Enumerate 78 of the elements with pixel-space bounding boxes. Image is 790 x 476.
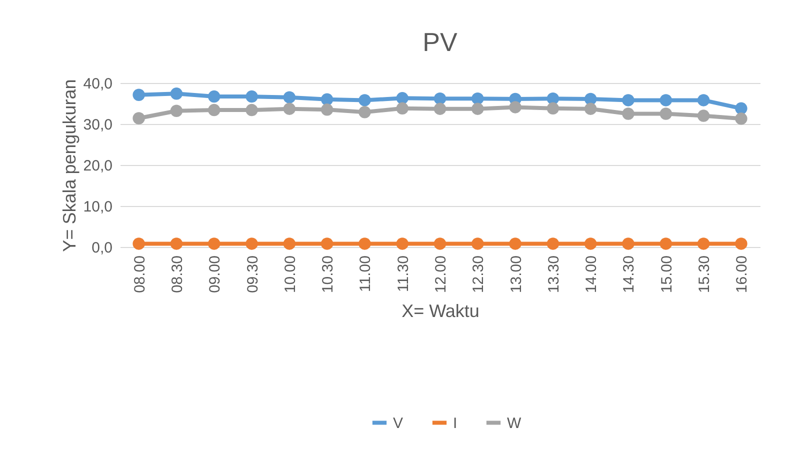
point	[320, 238, 334, 250]
point	[584, 238, 597, 250]
point	[320, 104, 334, 116]
point	[584, 102, 597, 115]
point	[208, 238, 220, 250]
point	[697, 110, 710, 122]
point	[546, 102, 560, 115]
x-tick-label: 08.00	[131, 256, 148, 294]
x-tick-label: 08.30	[168, 256, 186, 294]
point	[472, 102, 484, 115]
point	[320, 93, 334, 106]
y-tick-label: 10,0	[83, 198, 112, 216]
point	[697, 238, 710, 250]
point	[132, 112, 145, 124]
x-tick-label: 16.00	[734, 256, 751, 294]
point	[358, 238, 371, 250]
y-axis-title: Y= Skala pengukuran	[59, 79, 80, 252]
x-tick-label: 12.30	[470, 256, 488, 294]
point	[246, 238, 258, 250]
point	[735, 102, 748, 115]
point	[132, 238, 145, 250]
x-tick-label: 13.00	[508, 256, 525, 294]
point	[358, 106, 371, 118]
x-tick-label: 11.30	[394, 256, 412, 292]
point	[208, 90, 220, 103]
y-tick-label: 20,0	[83, 158, 112, 174]
point	[735, 238, 748, 250]
legend-label: I	[453, 414, 458, 432]
x-tick-label: 10.00	[282, 256, 299, 294]
point	[622, 108, 634, 120]
point	[660, 238, 672, 250]
point	[396, 92, 408, 104]
legend-label: V	[393, 414, 404, 432]
point	[622, 238, 634, 250]
x-axis-title: X= Waktu	[402, 301, 480, 322]
point	[132, 88, 145, 101]
point	[358, 94, 371, 106]
x-tick-label: 09.00	[206, 256, 224, 294]
x-tick-label: 15.00	[658, 256, 676, 294]
x-tick-label: 14.00	[583, 256, 600, 294]
point	[434, 92, 446, 105]
point	[396, 102, 408, 115]
point	[622, 94, 634, 106]
point	[660, 108, 672, 120]
y-tick-label: 0,0	[92, 240, 112, 256]
x-tick-label: 14.30	[620, 256, 638, 294]
x-tick-label: 11.00	[357, 256, 374, 292]
x-tick-label: 10.30	[320, 256, 337, 294]
point	[434, 238, 446, 250]
point	[208, 104, 220, 116]
point	[283, 102, 296, 115]
x-tick-label: 15.30	[696, 256, 714, 294]
point	[472, 238, 484, 250]
point	[697, 94, 710, 106]
y-tick-label: 40,0	[83, 76, 112, 92]
point	[509, 101, 522, 114]
point	[546, 92, 560, 105]
point	[283, 238, 296, 250]
point	[660, 94, 672, 106]
legend-label: W	[507, 414, 522, 432]
x-tick-label: 13.30	[545, 256, 562, 294]
point	[735, 112, 748, 125]
x-tick-label: 09.30	[244, 256, 262, 294]
point	[283, 91, 296, 104]
x-tick-label: 12.00	[432, 256, 450, 294]
point	[246, 104, 258, 116]
point	[170, 104, 183, 117]
point	[509, 238, 522, 250]
chart-title: PV	[422, 27, 458, 57]
point	[434, 102, 446, 115]
point	[472, 92, 484, 105]
point	[546, 238, 560, 250]
point	[170, 238, 183, 250]
point	[584, 92, 597, 106]
point	[170, 88, 183, 100]
y-tick-label: 30,0	[83, 116, 112, 134]
point	[246, 90, 258, 103]
point	[396, 238, 408, 250]
